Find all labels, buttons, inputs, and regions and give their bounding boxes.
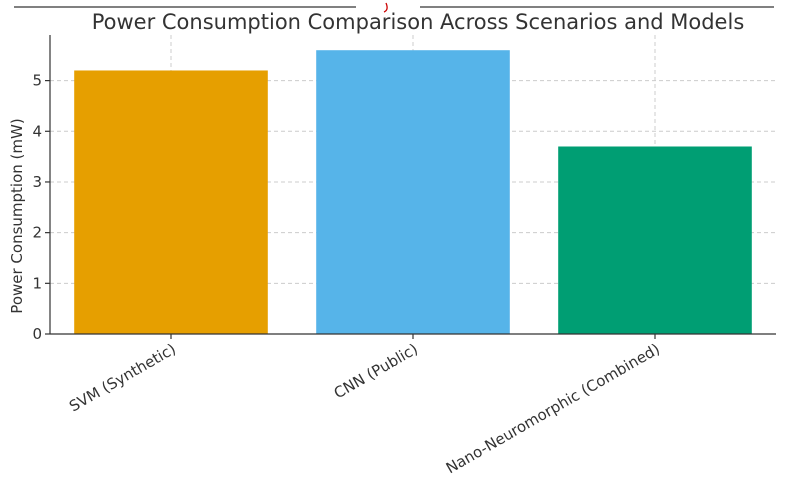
y-tick-label: 3 <box>32 173 42 191</box>
bar <box>558 146 752 334</box>
bar <box>74 70 268 334</box>
bar <box>316 50 510 334</box>
y-tick-label: 2 <box>32 224 42 242</box>
x-tick-label: SVM (Synthetic) <box>66 340 179 416</box>
chart-title: Power Consumption Comparison Across Scen… <box>92 10 745 34</box>
x-tick-label: CNN (Public) <box>331 340 421 402</box>
y-tick-label: 5 <box>32 72 42 90</box>
y-tick-label: 4 <box>32 122 42 140</box>
y-axis-label: Power Consumption (mW) <box>8 118 26 313</box>
y-tick-label: 0 <box>32 325 42 343</box>
bars <box>74 50 752 334</box>
axes <box>45 35 776 339</box>
x-tick-label: Nano-Neuromorphic (Combined) <box>443 340 663 478</box>
red-glyph-fragment <box>383 2 388 13</box>
y-tick-label: 1 <box>32 274 42 292</box>
